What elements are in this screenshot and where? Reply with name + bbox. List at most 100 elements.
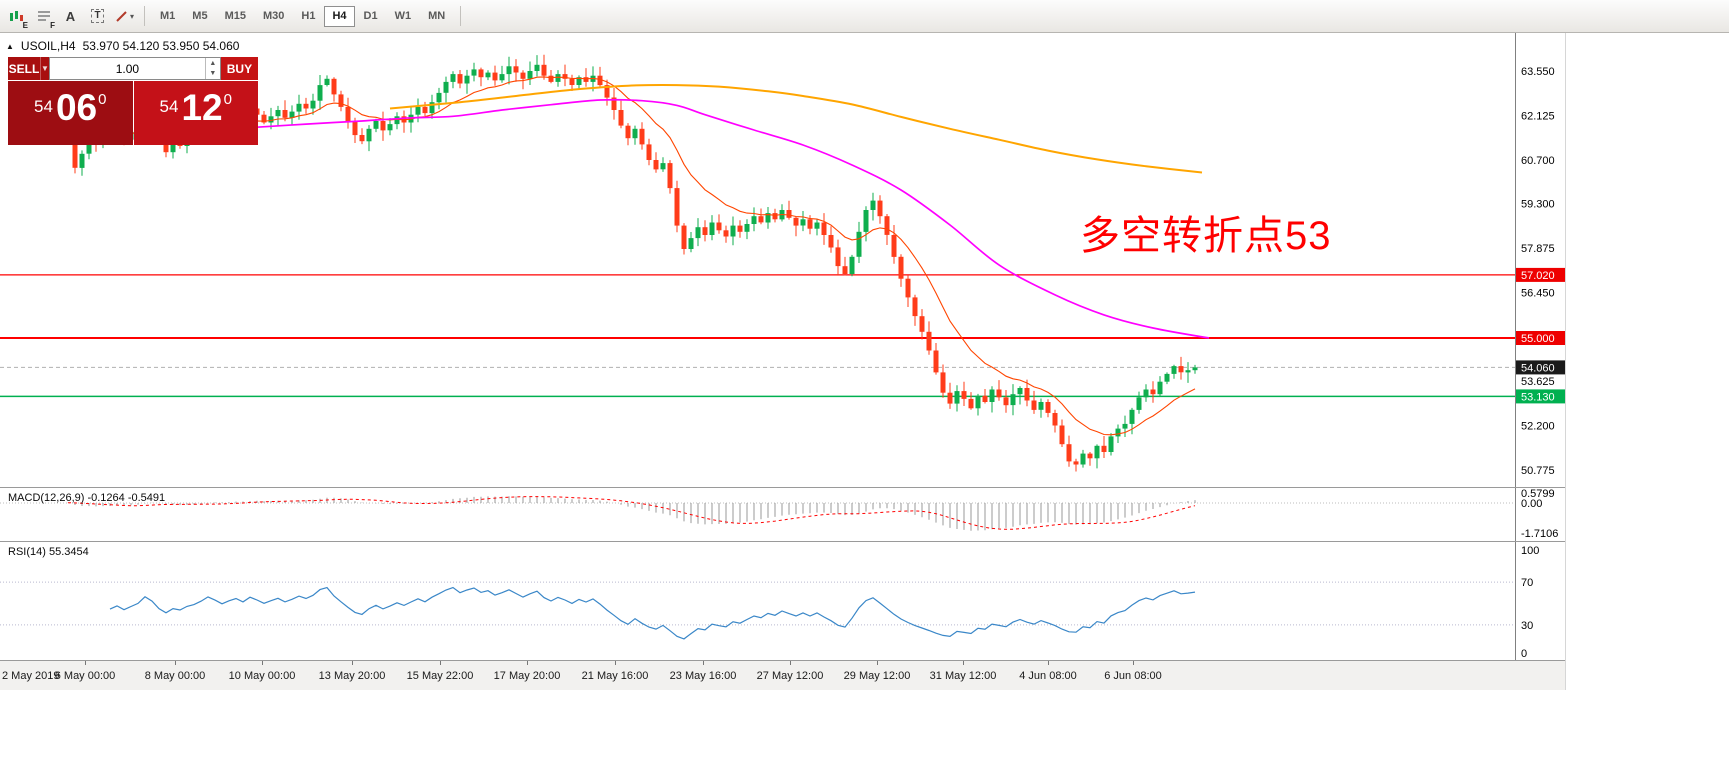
symbol-header: ▲ USOIL,H4 53.970 54.120 53.950 54.060 — [6, 39, 239, 53]
time-axis-label: 27 May 12:00 — [756, 670, 824, 682]
spin-up-icon[interactable]: ▲ — [209, 59, 217, 67]
svg-text:0.5799: 0.5799 — [1521, 488, 1555, 500]
buy-price-box[interactable]: 54 12 0 — [133, 81, 258, 145]
horizontal-lines-layer[interactable] — [0, 274, 1515, 398]
macd-signal-line — [67, 496, 1196, 530]
trade-controls-row: SELL ▼ ▲ ▼ BUY — [8, 57, 258, 80]
timeframe-button-mn[interactable]: MN — [428, 10, 446, 22]
time-axis-label: 4 Jun 08:00 — [1019, 670, 1077, 682]
svg-text:63.550: 63.550 — [1521, 66, 1555, 78]
svg-text:53.625: 53.625 — [1521, 376, 1555, 388]
rsi-line — [109, 586, 1196, 640]
volume-input[interactable] — [49, 58, 205, 79]
time-axis-tick — [703, 661, 704, 665]
volume-spinner: ▲ ▼ — [204, 58, 220, 79]
panel-splitter[interactable] — [0, 541, 1565, 542]
time-axis-tick — [352, 661, 353, 665]
panel-splitter[interactable] — [0, 660, 1565, 661]
annotation-text: 多空转折点53 — [1080, 214, 1332, 258]
toolbar-separator — [144, 6, 145, 26]
rsi-indicator-panel[interactable]: 100 70 30 0 — [0, 542, 1565, 660]
time-axis-label: 6 May 00:00 — [54, 670, 116, 682]
time-axis-tick — [85, 661, 86, 665]
panel-splitter[interactable] — [0, 487, 1565, 488]
collapse-panel-icon[interactable]: ▲ — [6, 41, 14, 51]
timeframe-button-m1[interactable]: M1 — [160, 10, 176, 22]
time-axis-label: 6 Jun 08:00 — [1104, 670, 1162, 682]
timeframe-button-h4[interactable]: H4 — [324, 5, 355, 27]
svg-text:30: 30 — [1521, 620, 1533, 632]
svg-text:62.125: 62.125 — [1521, 111, 1555, 123]
sell-price-sup: 0 — [98, 91, 107, 108]
time-axis-label: 17 May 20:00 — [493, 670, 561, 682]
timeframe-button-h1[interactable]: H1 — [301, 10, 316, 22]
time-axis-label: 13 May 20:00 — [318, 670, 386, 682]
rows-icon-button[interactable]: F — [31, 4, 56, 30]
rows-icon — [37, 11, 50, 21]
icon-sub-label: F — [50, 20, 55, 30]
ea-candles-icon-button[interactable]: E — [4, 4, 29, 30]
time-axis-tick — [615, 661, 616, 665]
timeframe-button-m30[interactable]: M30 — [262, 10, 285, 22]
buy-price-main: 12 — [181, 87, 223, 128]
svg-text:57.020: 57.020 — [1521, 270, 1555, 282]
svg-text:53.130: 53.130 — [1521, 391, 1555, 403]
time-axis-label: 10 May 00:00 — [228, 670, 296, 682]
svg-text:0.00: 0.00 — [1521, 498, 1542, 510]
buy-price-prefix: 54 — [159, 97, 179, 116]
svg-text:-1.7106: -1.7106 — [1521, 528, 1558, 540]
chart-window-edge — [1565, 33, 1566, 690]
time-axis-label: 29 May 12:00 — [843, 670, 911, 682]
time-axis-tick — [1133, 661, 1134, 665]
symbol-name: USOIL,H4 — [20, 39, 76, 53]
svg-text:59.300: 59.300 — [1521, 199, 1555, 211]
time-axis-label: 23 May 16:00 — [669, 670, 737, 682]
price-axis[interactable]: 63.550 62.125 60.700 59.300 57.875 56.450 53.6… — [1515, 33, 1566, 487]
letter-a-icon: A — [65, 8, 76, 24]
sell-price-box[interactable]: 54 06 0 — [8, 81, 133, 145]
spin-down-icon[interactable]: ▼ — [209, 70, 217, 78]
time-axis-tick — [790, 661, 791, 665]
mini-candles-icon — [9, 10, 23, 21]
one-click-trading-panel: SELL ▼ ▲ ▼ BUY 54 06 0 54 12 0 — [8, 57, 258, 145]
macd-label: MACD(12,26,9) -0.1264 -0.5491 — [8, 492, 166, 504]
timeframe-button-m15[interactable]: M15 — [224, 10, 246, 22]
trendline-icon — [116, 10, 127, 22]
textbox-icon-button[interactable]: T — [85, 4, 110, 29]
svg-text:50.775: 50.775 — [1521, 465, 1555, 477]
svg-text:70: 70 — [1521, 577, 1533, 589]
trade-prices-row: 54 06 0 54 12 0 — [8, 81, 258, 145]
letter-t-icon: T — [91, 9, 104, 23]
time-axis-tick — [262, 661, 263, 665]
text-label-icon-button[interactable]: A — [58, 4, 83, 29]
volume-box: ▲ ▼ — [48, 57, 221, 80]
buy-price-sup: 0 — [223, 91, 232, 108]
svg-text:57.875: 57.875 — [1521, 243, 1555, 255]
buy-button[interactable]: BUY — [220, 57, 258, 80]
svg-text:55.000: 55.000 — [1521, 333, 1555, 345]
ohlc-values: 53.970 54.120 53.950 54.060 — [82, 39, 240, 53]
timeframe-button-w1[interactable]: W1 — [394, 10, 412, 22]
time-axis-tick — [440, 661, 441, 665]
time-axis-tick — [527, 661, 528, 665]
macd-histogram — [67, 496, 1196, 531]
rsi-label: RSI(14) 55.3454 — [8, 546, 89, 558]
sell-button[interactable]: SELL — [8, 57, 40, 80]
timeframe-button-m5[interactable]: M5 — [192, 10, 208, 22]
timeframe-button-d1[interactable]: D1 — [363, 10, 378, 22]
svg-text:100: 100 — [1521, 545, 1539, 557]
toolbar-separator — [460, 6, 462, 26]
time-axis-label: 15 May 22:00 — [406, 670, 474, 682]
draw-tools-icon-button[interactable]: ▾ — [112, 4, 137, 29]
svg-text:54.060: 54.060 — [1521, 362, 1555, 374]
time-axis-label: 8 May 00:00 — [144, 670, 206, 682]
rsi-axis[interactable]: 100 70 30 0 — [1515, 542, 1540, 660]
svg-text:0: 0 — [1521, 648, 1527, 660]
sell-dropdown-caret[interactable]: ▼ — [39, 57, 49, 80]
main-price-chart[interactable]: 63.550 62.125 60.700 59.300 57.875 56.450 53.6… — [0, 33, 1565, 487]
top-toolbar: E F A T ▾ M1 M5 M15 M30 H1 H4 D1 W1 MN — [0, 0, 1729, 33]
svg-text:52.200: 52.200 — [1521, 421, 1555, 433]
time-axis[interactable]: 2 May 2019 6 May 00:00 8 May 00:00 10 May 0… — [0, 661, 1565, 690]
